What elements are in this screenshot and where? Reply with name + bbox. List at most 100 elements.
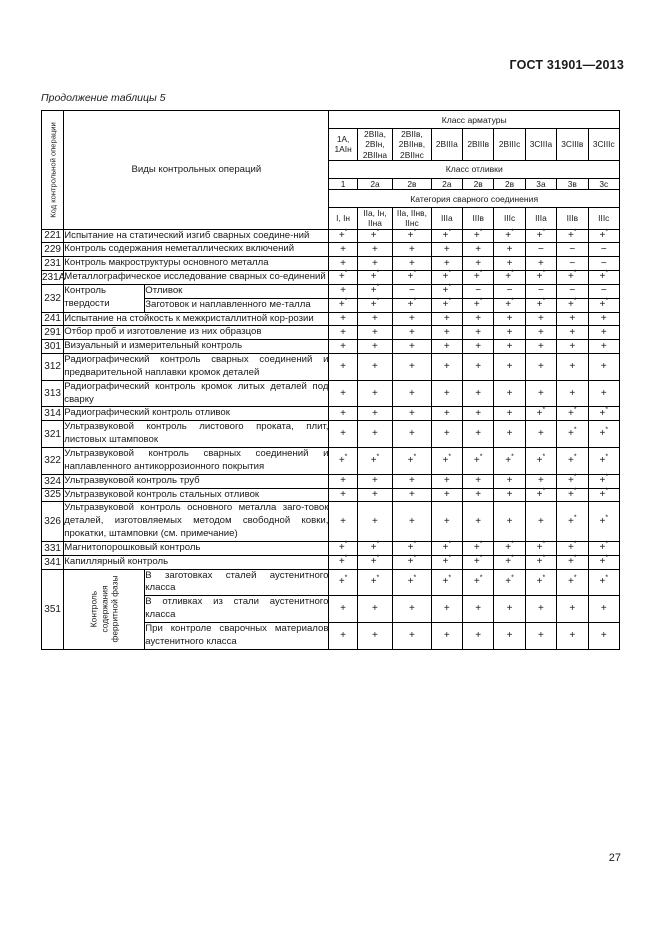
casting-class-cell-3: 2в	[392, 177, 432, 191]
mark-cell: +	[524, 256, 558, 272]
mark-cell: +*	[493, 228, 526, 244]
operation-description: Ультразвуковой контроль стальных отливок	[63, 487, 330, 503]
mark-cell: +*	[392, 270, 432, 285]
header-armature-values-row: 1А, 1АIн 2ВIIа, 2ВIн, 2ВIIна 2ВIIв, 2ВIIнв, 2ВI…	[42, 128, 621, 161]
mark-cell: +*	[462, 447, 495, 475]
operation-description: Ультразвуковой контроль листового прокат…	[63, 420, 330, 448]
operation-code: 324	[40, 473, 65, 489]
mark-cell: +*	[556, 406, 589, 422]
mark-cell: +*	[493, 447, 526, 475]
armature-class-cell-6: 2ВIIIс	[493, 128, 526, 161]
mark-cell: +*	[430, 270, 464, 285]
page-number: 27	[608, 852, 621, 864]
operation-code: 313	[40, 379, 65, 408]
mark-cell: +	[462, 256, 495, 272]
mark-cell: +	[493, 487, 526, 503]
mark-cell: +	[493, 325, 526, 341]
mark-cell: +*	[392, 540, 432, 556]
mark-cell: +	[524, 473, 558, 489]
mark-cell: +*	[587, 406, 621, 422]
mark-cell: +	[430, 473, 464, 489]
mark-cell: +	[356, 487, 394, 503]
mark-cell: +*	[392, 297, 432, 313]
mark-cell: +	[356, 473, 394, 489]
mark-cell: +*	[524, 297, 558, 313]
weld-category-cell-4: IIIа	[430, 207, 464, 230]
casting-class-cell-7: 3а	[524, 177, 558, 191]
mark-cell: +*	[356, 568, 394, 597]
mark-cell: +	[356, 501, 394, 542]
operation-code: 231	[40, 256, 65, 272]
header-casting-class-group: Класс отливки	[328, 159, 620, 179]
mark-cell: +*	[556, 487, 589, 503]
operation-group-label: Контроль содержания ферритной фазы	[63, 568, 146, 650]
mark-cell: +*	[524, 447, 558, 475]
mark-cell: +*	[430, 540, 464, 556]
mark-cell: +	[392, 595, 432, 623]
mark-cell: +	[392, 256, 432, 272]
operation-description: Отбор проб и изготовление из них образцо…	[63, 325, 330, 341]
mark-cell: +	[524, 311, 558, 327]
mark-cell: +*	[587, 540, 621, 556]
mark-cell: +	[328, 501, 358, 542]
mark-cell: +*	[462, 554, 495, 570]
mark-cell: +	[587, 311, 621, 327]
mark-cell: +	[524, 339, 558, 355]
header-operations-label: Виды контрольных операций	[131, 164, 262, 176]
armature-class-cell-5: 2ВIIIв	[462, 128, 495, 161]
mark-cell: +	[462, 420, 495, 448]
mark-cell: +	[493, 256, 526, 272]
mark-cell: +	[392, 420, 432, 448]
operation-code: 331	[40, 540, 65, 556]
armature-class-cell-2: 2ВIIа, 2ВIн, 2ВIIна	[356, 128, 394, 161]
casting-class-cell-4: 2а	[430, 177, 464, 191]
mark-cell: +	[392, 242, 432, 258]
operation-description: В отливках из стали аустенитного класса	[144, 595, 330, 623]
mark-cell: +	[392, 406, 432, 422]
operation-description: Радиографический контроль отливок	[63, 406, 330, 422]
armature-class-cell-4: 2ВIIIа	[430, 128, 464, 161]
mark-cell: +	[430, 256, 464, 272]
mark-cell: +*	[356, 447, 394, 475]
armature-class-cell-3: 2ВIIв, 2ВIIнв, 2ВIIнс	[392, 128, 432, 161]
mark-cell: +*	[524, 228, 558, 244]
mark-cell: +	[462, 242, 495, 258]
operation-code: 314	[40, 406, 65, 422]
mark-cell: +*	[328, 540, 358, 556]
table-row: 321 Ультразвуковой контроль листового про…	[40, 420, 621, 448]
mark-cell: +	[462, 311, 495, 327]
casting-class-label: Класс отливки	[445, 164, 503, 175]
armature-class-label: Класс арматуры	[441, 114, 507, 125]
table-row: 231 Контроль макроструктуры основного мет…	[40, 256, 621, 272]
mark-cell: +	[524, 420, 558, 448]
mark-cell: +	[493, 595, 526, 623]
mark-cell: +*	[462, 270, 495, 285]
mark-cell: +*	[430, 283, 464, 299]
mark-cell: −	[556, 283, 589, 299]
mark-cell: +	[524, 353, 558, 381]
mark-cell: +*	[524, 568, 558, 597]
mark-cell: +*	[587, 228, 621, 244]
mark-cell: +*	[328, 297, 358, 313]
operation-code: 241	[40, 311, 65, 327]
table-row: 331 Магнитопорошковый контроль +* +* +* +* +* +…	[40, 540, 621, 556]
mark-cell: +	[524, 501, 558, 542]
mark-cell: +	[556, 621, 589, 650]
mark-cell: +	[430, 406, 464, 422]
mark-cell: +	[392, 311, 432, 327]
mark-cell: +*	[524, 270, 558, 285]
mark-cell: +*	[328, 228, 358, 244]
operation-code: 321	[40, 420, 65, 448]
mark-cell: +*	[587, 270, 621, 285]
mark-cell: +*	[356, 540, 394, 556]
mark-cell: +*	[587, 297, 621, 313]
mark-cell: +	[392, 487, 432, 503]
mark-cell: +	[493, 420, 526, 448]
mark-cell: +	[328, 283, 358, 299]
operation-description: Радиографический контроль сварных соедин…	[63, 353, 330, 381]
mark-cell: +*	[524, 487, 558, 503]
mark-cell: +	[587, 379, 621, 408]
mark-cell: +	[462, 353, 495, 381]
table-row: 326 Ультразвуковой контроль основного мет…	[40, 501, 621, 542]
